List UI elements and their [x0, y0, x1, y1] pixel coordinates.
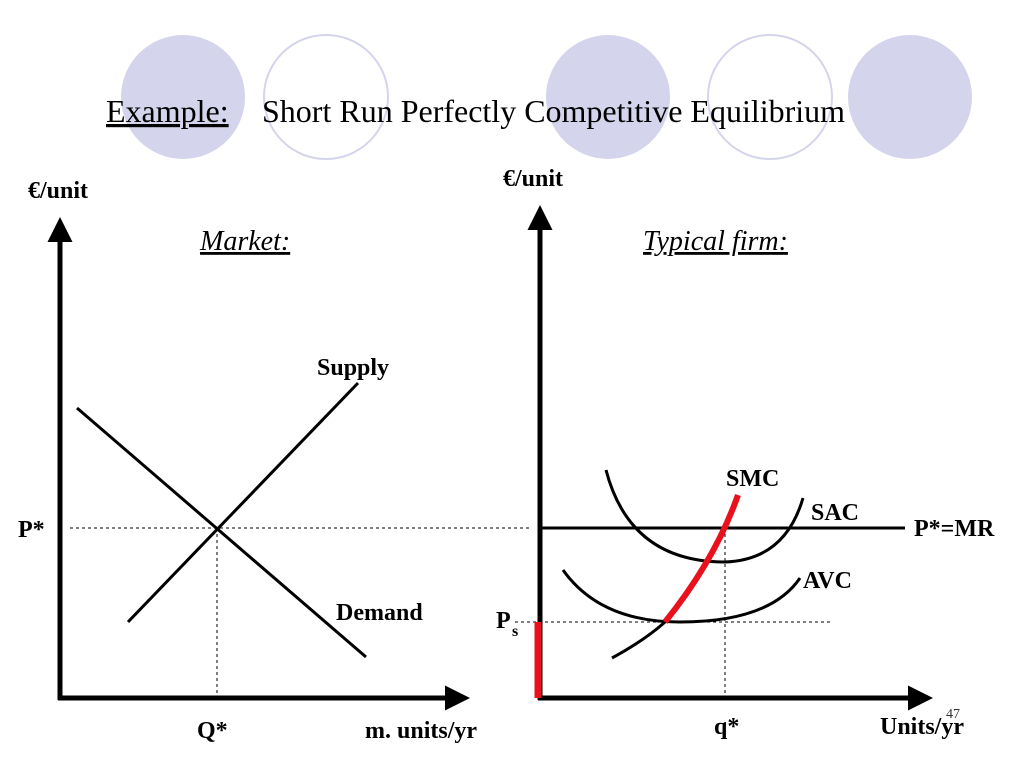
- demand-label: Demand: [336, 600, 423, 626]
- quantity-label: Q*: [197, 718, 228, 744]
- avc-label: AVC: [803, 568, 852, 594]
- y-axis-label: €/unit: [503, 166, 563, 192]
- shutdown-price-label: P: [496, 608, 511, 634]
- panel-heading: Market:: [199, 226, 290, 257]
- title-prefix: Example:: [106, 93, 229, 129]
- smc-label: SMC: [726, 466, 779, 492]
- slide-number: 47: [946, 707, 960, 722]
- shutdown-price-subscript: s: [512, 623, 518, 640]
- firm-panel: [515, 205, 933, 711]
- supply-label: Supply: [317, 355, 389, 381]
- sac-label: SAC: [811, 500, 859, 526]
- panel-heading: Typical firm:: [643, 226, 788, 257]
- market-panel: [47, 217, 530, 711]
- title: Short Run Perfectly Competitive Equilibr…: [262, 93, 845, 129]
- x-axis-label: m. units/yr: [365, 718, 477, 744]
- decor-circles: [121, 34, 972, 160]
- x-axis-label: Units/yr: [880, 714, 964, 740]
- price-label: P*: [18, 517, 45, 543]
- y-axis-label: €/unit: [28, 178, 88, 204]
- price-line-label: P*=MR: [914, 516, 995, 542]
- quantity-label: q*: [714, 714, 739, 740]
